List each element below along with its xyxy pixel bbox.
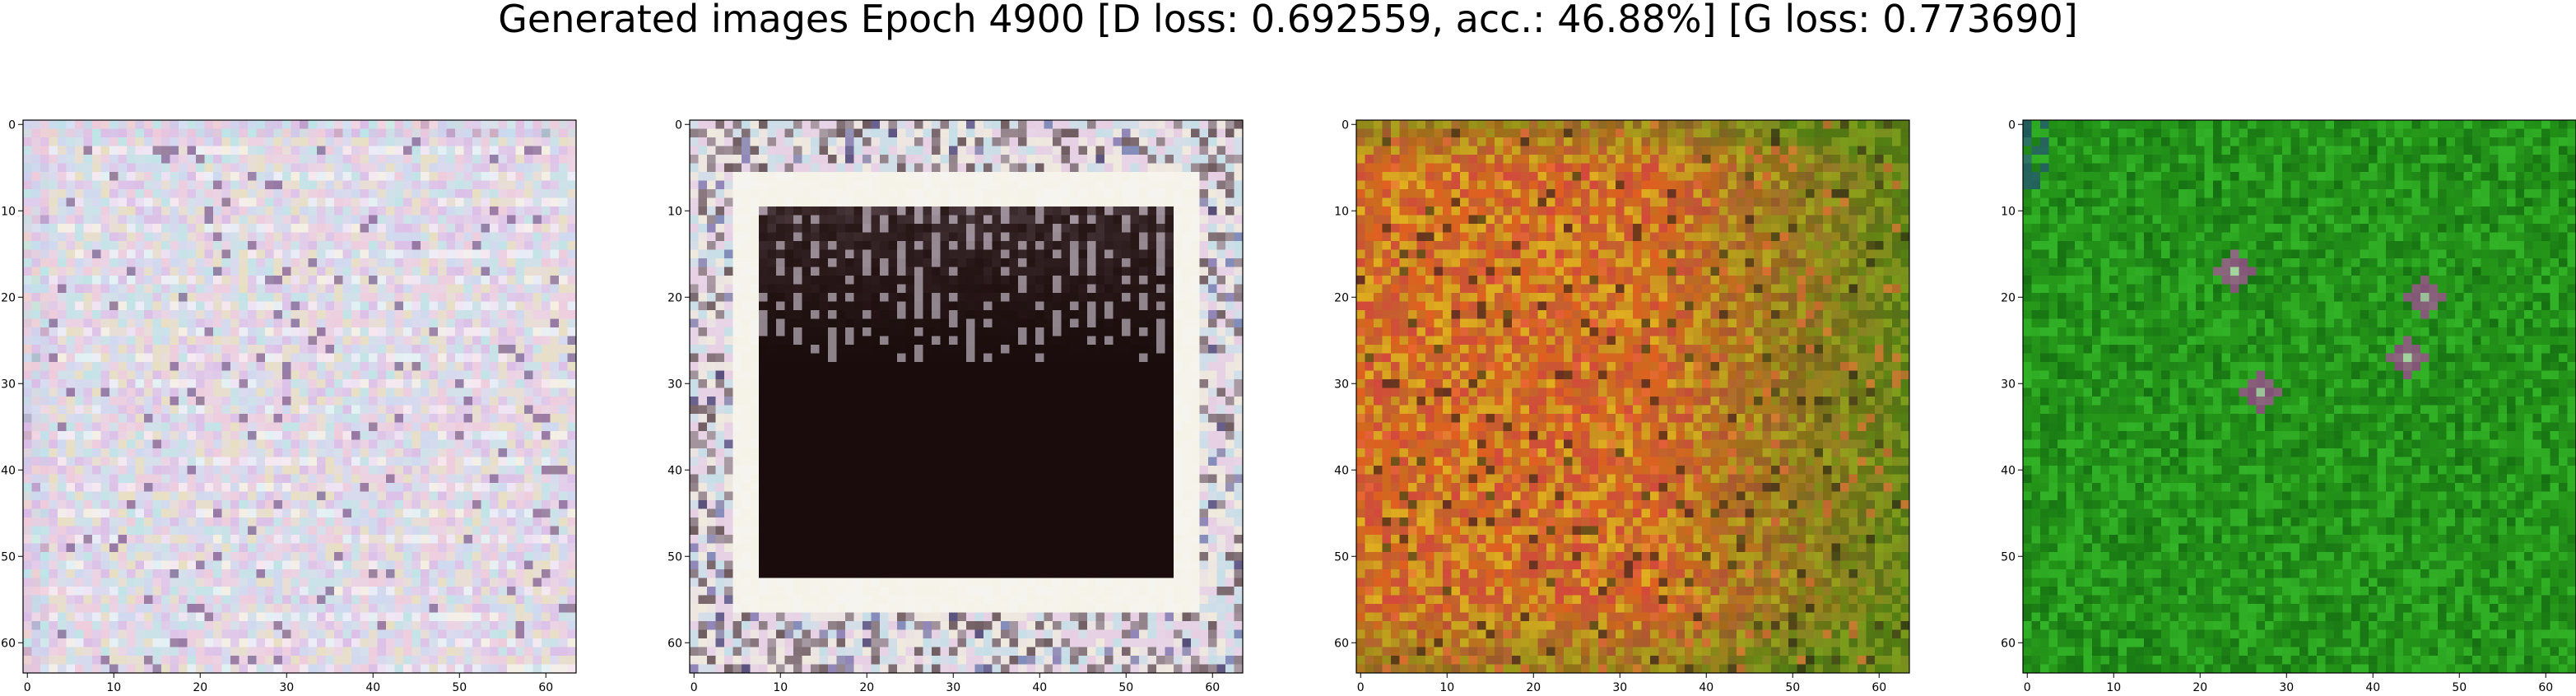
image-axes-3: 0 10 20 30 40 50 60 0 10 20 30 40 50 60 (1333, 120, 1909, 696)
y-tick-label: 30 (667, 378, 682, 391)
x-tick-label: 0 (690, 681, 698, 694)
y-tick-label: 60 (1, 637, 16, 650)
x-tick-label: 10 (106, 681, 121, 694)
y-tick-label: 0 (2008, 118, 2016, 132)
x-tick-label: 40 (1032, 681, 1047, 694)
x-tick-label: 40 (2365, 681, 2380, 694)
x-tick-label: 30 (1612, 681, 1627, 694)
image-axes-1: 0 10 20 30 40 50 60 0 10 20 30 40 50 60 (0, 120, 576, 696)
image-axes-4: 0 10 20 30 40 50 60 0 10 20 30 40 50 60 (2000, 120, 2576, 696)
y-tick-label: 40 (1, 464, 16, 477)
x-tick-label: 60 (538, 681, 553, 694)
y-tick-label: 50 (1334, 550, 1349, 564)
y-tick-label: 50 (2001, 550, 2016, 564)
figure-title: Generated images Epoch 4900 [D loss: 0.6… (0, 0, 2576, 38)
y-tick-label: 40 (667, 464, 682, 477)
x-tick-label: 50 (1118, 681, 1133, 694)
x-tick-label: 0 (24, 681, 31, 694)
y-tick-label: 0 (675, 118, 682, 132)
y-tick-label: 50 (667, 550, 682, 564)
pixel-mosaic (23, 120, 576, 673)
y-tick-label: 60 (667, 637, 682, 650)
y-tick-label: 30 (2001, 378, 2016, 391)
y-tick-label: 40 (2001, 464, 2016, 477)
x-tick-label: 60 (1205, 681, 1220, 694)
pixel-mosaic (690, 120, 1243, 673)
x-tick-label: 50 (2452, 681, 2467, 694)
y-tick-label: 0 (1341, 118, 1349, 132)
y-tick-label: 50 (1, 550, 16, 564)
y-tick-label: 10 (667, 205, 682, 218)
y-tick-label: 20 (667, 291, 682, 304)
x-tick-label: 50 (452, 681, 467, 694)
pixel-mosaic (1356, 120, 1909, 673)
y-tick-label: 10 (1, 205, 16, 218)
x-tick-label: 30 (2279, 681, 2294, 694)
x-tick-label: 10 (1439, 681, 1454, 694)
y-tick-label: 40 (1334, 464, 1349, 477)
x-tick-label: 40 (365, 681, 380, 694)
pixel-mosaic (2023, 120, 2576, 673)
x-tick-label: 30 (946, 681, 960, 694)
x-tick-label: 30 (279, 681, 294, 694)
x-tick-label: 0 (2024, 681, 2031, 694)
x-tick-label: 40 (1699, 681, 1713, 694)
x-tick-label: 50 (1785, 681, 1800, 694)
y-tick-label: 30 (1, 378, 16, 391)
x-tick-label: 20 (1526, 681, 1541, 694)
y-tick-label: 10 (1334, 205, 1349, 218)
y-tick-label: 60 (2001, 637, 2016, 650)
y-tick-label: 30 (1334, 378, 1349, 391)
y-tick-label: 10 (2001, 205, 2016, 218)
y-tick-label: 20 (1334, 291, 1349, 304)
x-tick-label: 20 (193, 681, 207, 694)
image-axes-2: 0 10 20 30 40 50 60 0 10 20 30 40 50 60 (667, 120, 1243, 696)
x-tick-label: 0 (1357, 681, 1365, 694)
y-tick-label: 60 (1334, 637, 1349, 650)
x-tick-label: 10 (2106, 681, 2121, 694)
y-tick-label: 20 (2001, 291, 2016, 304)
y-tick-label: 20 (1, 291, 16, 304)
y-tick-label: 0 (8, 118, 16, 132)
x-tick-label: 60 (2538, 681, 2553, 694)
x-tick-label: 20 (859, 681, 874, 694)
x-tick-label: 60 (1872, 681, 1886, 694)
x-tick-label: 20 (2192, 681, 2207, 694)
x-tick-label: 10 (773, 681, 788, 694)
